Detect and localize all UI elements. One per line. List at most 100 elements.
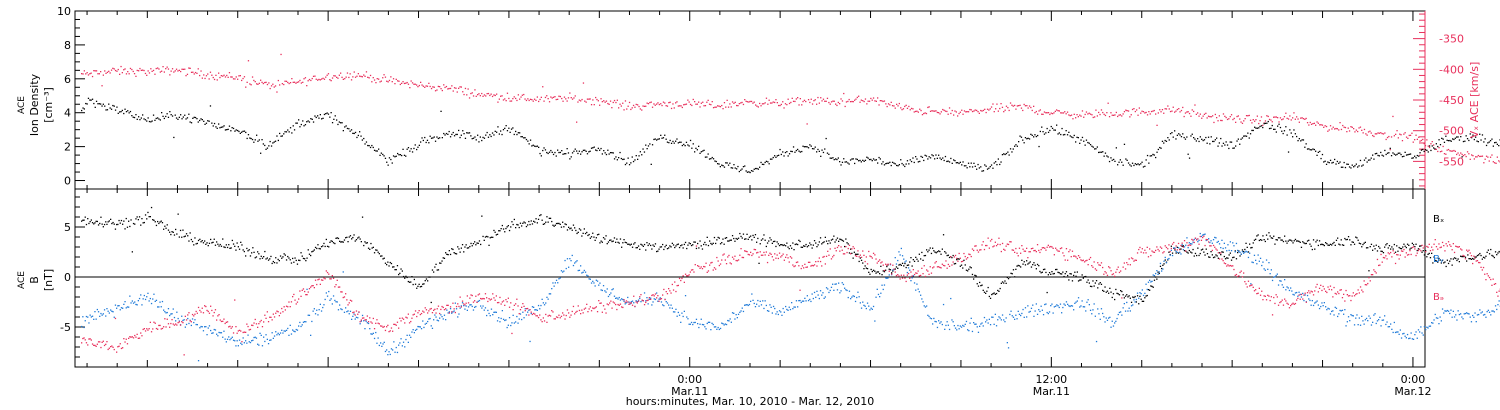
by-series-point	[157, 306, 159, 308]
bx-series-point	[906, 264, 908, 266]
by-series-point	[543, 304, 546, 306]
by-series-point	[736, 317, 738, 319]
density-series-point	[159, 119, 161, 121]
vx-series-point	[1477, 154, 1479, 157]
vx-series-point	[245, 86, 247, 88]
vx-series-point	[1365, 133, 1367, 135]
density-series-point	[112, 104, 114, 107]
vx-series-point	[1129, 116, 1131, 118]
bx-series-point	[1474, 256, 1476, 258]
bx-series-point	[199, 238, 201, 240]
density-series-point	[336, 119, 338, 121]
density-series-point	[262, 143, 264, 145]
vx-series-point	[604, 101, 606, 103]
bx-series-point	[725, 237, 728, 239]
density-series-point	[759, 166, 761, 168]
bx-series-point	[838, 240, 840, 242]
by-series-point	[817, 294, 819, 296]
density-series-point	[121, 109, 123, 112]
density-series-point	[726, 162, 728, 164]
bx-series-point	[1302, 241, 1304, 243]
bx-series-point	[1100, 283, 1103, 285]
bx-series-point	[1250, 247, 1252, 249]
by-series-point	[759, 300, 761, 302]
by-series-point	[175, 320, 177, 322]
density-series-point	[646, 148, 648, 150]
bx-series-point	[566, 229, 569, 231]
bx-series-point	[1158, 272, 1160, 275]
vx-series-point	[738, 103, 740, 105]
bx-series-point	[594, 239, 596, 241]
by-series-point	[320, 310, 323, 312]
vx-series-point	[256, 83, 258, 85]
bx-series-point	[722, 238, 724, 240]
density-series-point	[656, 139, 658, 141]
density-series-point	[116, 106, 118, 108]
density-series-point	[344, 126, 346, 128]
bx-series-point	[354, 240, 356, 242]
by-series-point	[361, 314, 364, 317]
vx-series-point	[341, 76, 343, 78]
density-series-point	[1296, 135, 1298, 138]
bx-series-point	[1346, 238, 1348, 241]
vx-series-point	[1258, 122, 1260, 125]
bx-series-point	[266, 257, 268, 259]
vx-series-point	[1126, 110, 1128, 112]
by-series-point	[276, 334, 278, 336]
vx-series-point	[261, 81, 263, 83]
bx-series-point	[348, 236, 350, 238]
bx-series-point	[1294, 238, 1297, 241]
bx-series-point	[1035, 268, 1037, 270]
density-series-point	[494, 130, 496, 132]
by-series-point	[135, 303, 137, 306]
density-series-point	[940, 158, 942, 161]
vx-series-point	[101, 85, 103, 87]
by-series-point	[122, 307, 124, 309]
bx-series-point	[399, 272, 401, 274]
density-series-point	[1428, 145, 1431, 147]
by-series-point	[304, 321, 306, 323]
vx-series-point	[934, 110, 936, 112]
density-series-point	[807, 147, 810, 149]
vx-series-point	[1075, 117, 1077, 119]
by-series-point	[1016, 318, 1018, 320]
by-series-point	[683, 310, 685, 312]
bx-series-point	[294, 257, 296, 259]
bx-series-point	[1016, 265, 1018, 267]
by-series-point	[848, 290, 851, 292]
vx-series-point	[536, 96, 538, 98]
by-series-point	[1015, 314, 1017, 316]
by-series-point	[237, 345, 239, 347]
bx-series-point	[569, 228, 571, 230]
density-series-point	[154, 119, 156, 121]
density-series-point	[1083, 140, 1085, 142]
bx-series-point	[552, 224, 554, 226]
by-series-point	[141, 304, 143, 306]
by-series-point	[558, 278, 560, 280]
density-series-point	[1171, 132, 1173, 134]
density-series-point	[397, 152, 399, 155]
bx-series-point	[1095, 280, 1098, 282]
vx-series-point	[123, 69, 125, 71]
by-series-point	[733, 312, 735, 314]
bx-series-point	[1210, 251, 1212, 253]
vx-series-point	[982, 109, 985, 112]
bx-series-point	[1191, 252, 1193, 254]
bx-series-point	[1423, 254, 1426, 256]
bx-series-point	[148, 216, 150, 218]
by-series-point	[1045, 303, 1047, 305]
by-series-point	[436, 319, 438, 321]
by-series-point	[1056, 304, 1058, 306]
density-series-point	[802, 145, 804, 147]
by-series-point	[940, 321, 942, 323]
density-series-point	[1378, 155, 1380, 157]
density-series-point	[127, 110, 129, 112]
bx-series-point	[259, 258, 261, 260]
bx-series-point	[488, 244, 490, 246]
vx-series-point	[1150, 110, 1153, 113]
bx-series-point	[501, 224, 503, 227]
bx-series-point	[119, 222, 121, 224]
by-series-point	[459, 307, 461, 309]
bx-series-point	[1429, 257, 1432, 259]
